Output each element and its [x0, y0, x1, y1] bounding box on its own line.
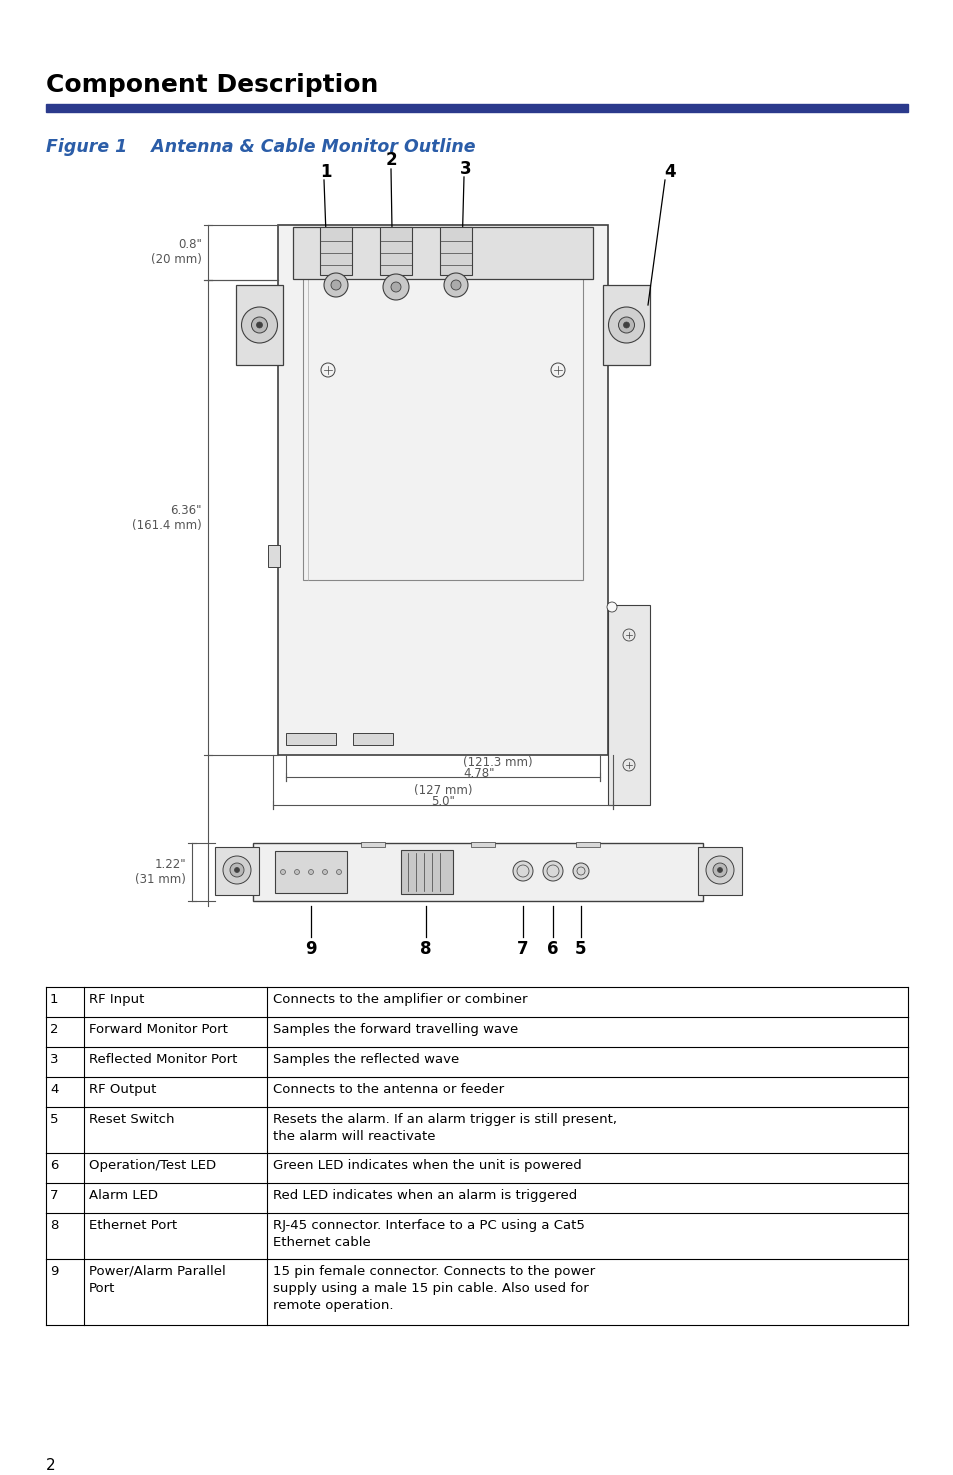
Circle shape — [608, 307, 644, 344]
Text: 6.36"
(161.4 mm): 6.36" (161.4 mm) — [132, 503, 202, 531]
Circle shape — [618, 317, 634, 333]
Bar — [235, 285, 283, 364]
Bar — [471, 842, 495, 847]
Bar — [286, 733, 335, 745]
Text: 9: 9 — [50, 1266, 58, 1277]
Bar — [353, 733, 393, 745]
Circle shape — [542, 861, 562, 881]
Circle shape — [573, 863, 588, 879]
Text: 5: 5 — [50, 1114, 58, 1125]
Text: 7: 7 — [50, 1189, 58, 1202]
Bar — [293, 227, 593, 279]
Text: 5: 5 — [575, 940, 586, 957]
Circle shape — [513, 861, 533, 881]
Text: 1: 1 — [320, 164, 332, 181]
Text: 15 pin female connector. Connects to the power
supply using a male 15 pin cable.: 15 pin female connector. Connects to the… — [273, 1266, 595, 1311]
Text: Green LED indicates when the unit is powered: Green LED indicates when the unit is pow… — [273, 1159, 581, 1173]
Bar — [439, 227, 472, 274]
Bar — [698, 847, 741, 895]
Text: Power/Alarm Parallel
Port: Power/Alarm Parallel Port — [89, 1266, 226, 1295]
Text: 1: 1 — [50, 993, 58, 1006]
Text: Resets the alarm. If an alarm trigger is still present,
the alarm will reactivat: Resets the alarm. If an alarm trigger is… — [273, 1114, 617, 1143]
Text: Reset Switch: Reset Switch — [89, 1114, 174, 1125]
Circle shape — [331, 280, 340, 291]
Text: Reflected Monitor Port: Reflected Monitor Port — [89, 1053, 237, 1066]
Circle shape — [308, 869, 314, 875]
Text: RJ-45 connector. Interface to a PC using a Cat5
Ethernet cable: RJ-45 connector. Interface to a PC using… — [273, 1218, 584, 1249]
Bar — [46, 105, 907, 112]
Text: 4.78": 4.78" — [462, 767, 494, 780]
Bar — [607, 605, 649, 805]
Circle shape — [280, 869, 285, 875]
Bar — [602, 285, 649, 364]
Bar — [576, 842, 599, 847]
Text: 8: 8 — [50, 1218, 58, 1232]
Text: RF Input: RF Input — [89, 993, 144, 1006]
Text: 5.0": 5.0" — [431, 795, 455, 808]
Text: Figure 1    Antenna & Cable Monitor Outline: Figure 1 Antenna & Cable Monitor Outline — [46, 139, 475, 156]
Circle shape — [717, 867, 721, 873]
Bar — [277, 226, 607, 755]
Text: RF Output: RF Output — [89, 1083, 156, 1096]
Circle shape — [223, 855, 251, 884]
Text: (121.3 mm): (121.3 mm) — [462, 757, 532, 768]
Bar — [303, 249, 582, 580]
Text: 4: 4 — [663, 164, 675, 181]
Text: (127 mm): (127 mm) — [414, 785, 472, 796]
Text: 0.8"
(20 mm): 0.8" (20 mm) — [151, 239, 202, 267]
Circle shape — [623, 322, 629, 327]
Text: 1.22"
(31 mm): 1.22" (31 mm) — [135, 858, 186, 886]
Circle shape — [382, 274, 409, 299]
Bar — [253, 844, 702, 901]
Circle shape — [391, 282, 400, 292]
Text: Samples the forward travelling wave: Samples the forward travelling wave — [273, 1024, 517, 1035]
Circle shape — [234, 867, 239, 873]
Text: Connects to the amplifier or combiner: Connects to the amplifier or combiner — [273, 993, 527, 1006]
Circle shape — [241, 307, 277, 344]
Bar — [379, 227, 412, 274]
Circle shape — [705, 855, 733, 884]
Circle shape — [256, 322, 262, 327]
Text: 3: 3 — [50, 1053, 58, 1066]
Text: 2: 2 — [385, 150, 396, 170]
Bar — [214, 847, 258, 895]
Circle shape — [324, 273, 348, 296]
Text: 2: 2 — [50, 1024, 58, 1035]
Text: Alarm LED: Alarm LED — [89, 1189, 158, 1202]
Circle shape — [443, 273, 468, 296]
Text: Operation/Test LED: Operation/Test LED — [89, 1159, 216, 1173]
Text: Connects to the antenna or feeder: Connects to the antenna or feeder — [273, 1083, 503, 1096]
Text: 6: 6 — [547, 940, 558, 957]
Bar — [274, 851, 347, 892]
Text: 3: 3 — [459, 159, 472, 178]
Text: 4: 4 — [50, 1083, 58, 1096]
Bar — [360, 842, 385, 847]
Bar — [319, 227, 352, 274]
Text: Forward Monitor Port: Forward Monitor Port — [89, 1024, 228, 1035]
Text: 8: 8 — [420, 940, 432, 957]
Text: Ethernet Port: Ethernet Port — [89, 1218, 177, 1232]
Text: 9: 9 — [305, 940, 316, 957]
Circle shape — [294, 869, 299, 875]
Text: Red LED indicates when an alarm is triggered: Red LED indicates when an alarm is trigg… — [273, 1189, 577, 1202]
Circle shape — [336, 869, 341, 875]
Text: Samples the reflected wave: Samples the reflected wave — [273, 1053, 458, 1066]
Text: Component Description: Component Description — [46, 72, 378, 97]
Circle shape — [322, 869, 327, 875]
Circle shape — [451, 280, 460, 291]
Circle shape — [606, 602, 617, 612]
Circle shape — [230, 863, 244, 878]
Circle shape — [712, 863, 726, 878]
Text: 6: 6 — [50, 1159, 58, 1173]
Text: 7: 7 — [517, 940, 528, 957]
Text: 2: 2 — [46, 1457, 55, 1474]
Bar — [400, 850, 453, 894]
Circle shape — [252, 317, 267, 333]
Bar — [268, 544, 280, 566]
